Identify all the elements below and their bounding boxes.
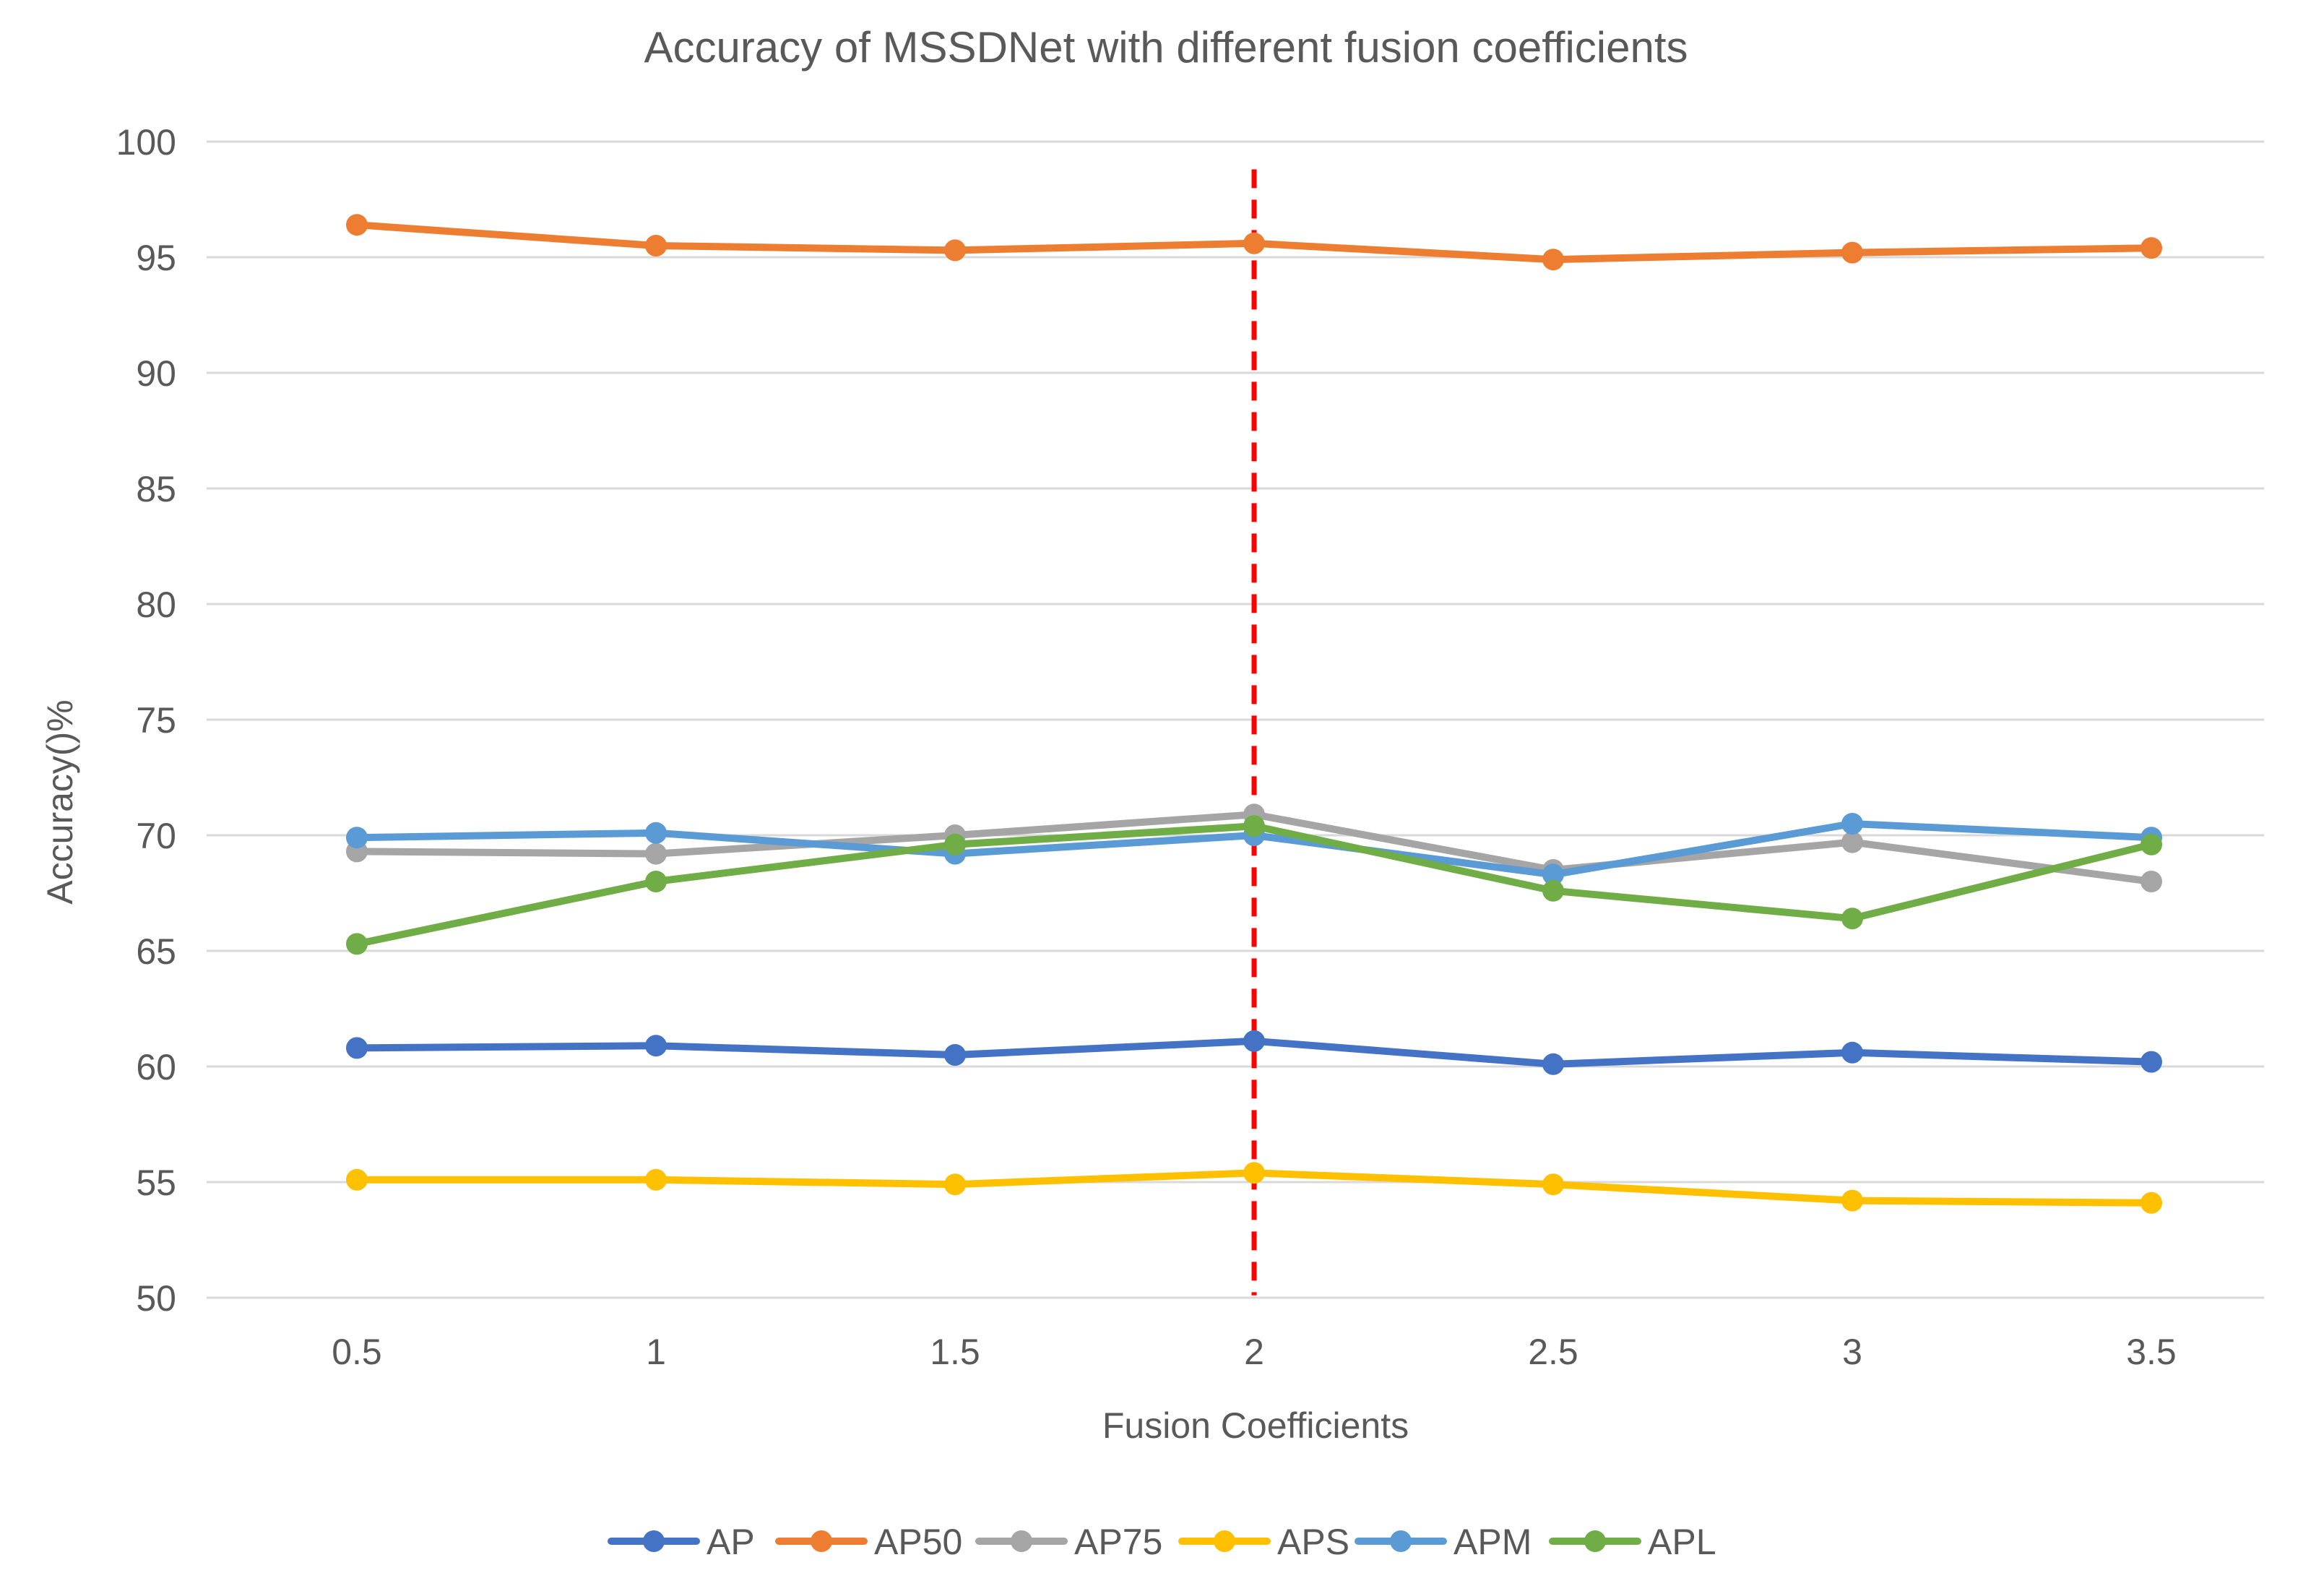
chart-title: Accuracy of MSSDNet with different fusio… — [644, 23, 1688, 72]
y-tick-label: 65 — [136, 931, 176, 972]
data-point-apl — [645, 871, 667, 892]
y-tick-label: 70 — [136, 816, 176, 856]
legend-item-aps[interactable]: APS — [1178, 1522, 1349, 1562]
legend-label-ap50: AP50 — [874, 1522, 962, 1562]
legend-item-ap75[interactable]: AP75 — [975, 1522, 1162, 1562]
legend-swatch-marker-aps — [1214, 1530, 1235, 1552]
legend-swatch-marker-apl — [1584, 1530, 1606, 1552]
data-point-ap — [2141, 1051, 2162, 1073]
y-tick-label: 55 — [136, 1163, 176, 1203]
x-tick-label: 2.5 — [1528, 1332, 1578, 1372]
data-point-ap75 — [645, 842, 667, 865]
series-aps — [346, 1162, 2162, 1214]
data-point-ap50 — [645, 235, 667, 257]
x-tick-label: 1.5 — [930, 1332, 980, 1372]
data-point-apm — [1542, 863, 1564, 886]
legend-swatch-marker-ap50 — [811, 1530, 832, 1552]
data-point-aps — [2141, 1191, 2162, 1214]
data-point-apl — [1841, 908, 1863, 930]
data-point-aps — [944, 1173, 966, 1196]
legend-item-ap[interactable]: AP — [608, 1522, 755, 1562]
data-point-aps — [1841, 1189, 1863, 1212]
y-tick-label: 90 — [136, 353, 176, 394]
legend-label-apm: APM — [1453, 1522, 1532, 1562]
x-axis-label: Fusion Coefficients — [1102, 1405, 1409, 1446]
series-lines — [346, 214, 2162, 1214]
legend-label-ap: AP — [707, 1522, 755, 1562]
data-point-ap50 — [1243, 232, 1265, 254]
data-point-ap — [1542, 1053, 1564, 1075]
data-point-apl — [1243, 815, 1265, 837]
data-point-ap50 — [944, 239, 966, 262]
legend[interactable]: AP AP50 AP75 APS APM APL — [608, 1522, 1716, 1562]
data-point-ap50 — [2141, 237, 2162, 259]
data-point-ap — [346, 1037, 368, 1059]
legend-label-aps: APS — [1277, 1522, 1349, 1562]
x-tick-label: 0.5 — [332, 1332, 382, 1372]
data-point-apm — [645, 822, 667, 844]
data-point-apm — [1841, 813, 1863, 835]
y-tick-label: 75 — [136, 700, 176, 741]
legend-swatch-marker-ap — [643, 1530, 665, 1552]
data-point-aps — [645, 1168, 667, 1191]
y-tick-label: 85 — [136, 469, 176, 509]
data-point-ap50 — [346, 214, 368, 236]
legend-swatch-marker-ap75 — [1011, 1530, 1032, 1552]
y-tick-label: 100 — [116, 122, 176, 163]
data-point-aps — [346, 1168, 368, 1191]
series-ap50 — [346, 214, 2162, 271]
x-tick-label: 3 — [1842, 1332, 1862, 1372]
legend-item-apm[interactable]: APM — [1355, 1522, 1532, 1562]
legend-item-apl[interactable]: APL — [1549, 1522, 1716, 1562]
gridlines — [207, 140, 2264, 1299]
x-tick-label: 2 — [1244, 1332, 1264, 1372]
series-apl — [346, 815, 2162, 955]
data-point-ap — [1243, 1030, 1265, 1052]
legend-label-apl: APL — [1648, 1522, 1716, 1562]
data-point-ap75 — [1841, 831, 1863, 853]
data-point-apl — [2141, 833, 2162, 856]
data-point-aps — [1243, 1162, 1265, 1184]
data-point-ap — [1841, 1041, 1863, 1064]
x-axis-ticks: 0.5 1 1.5 2 2.5 3 3.5 — [332, 1332, 2177, 1372]
data-point-ap50 — [1841, 241, 1863, 264]
legend-label-ap75: AP75 — [1074, 1522, 1162, 1562]
data-point-ap50 — [1542, 249, 1564, 271]
y-tick-label: 80 — [136, 585, 176, 625]
data-point-ap — [645, 1035, 667, 1057]
y-axis-label: Accuracy()% — [40, 699, 80, 904]
series-ap — [346, 1030, 2162, 1075]
data-point-apl — [944, 833, 966, 856]
x-tick-label: 1 — [646, 1332, 666, 1372]
y-tick-label: 95 — [136, 238, 176, 278]
legend-swatch-marker-apm — [1390, 1530, 1412, 1552]
x-tick-label: 3.5 — [2126, 1332, 2177, 1372]
data-point-ap75 — [2141, 871, 2162, 892]
data-point-aps — [1542, 1173, 1564, 1196]
legend-item-ap50[interactable]: AP50 — [775, 1522, 962, 1562]
data-point-apm — [346, 827, 368, 849]
y-tick-label: 60 — [136, 1047, 176, 1087]
data-point-apl — [346, 933, 368, 955]
data-point-ap — [944, 1044, 966, 1066]
data-point-apl — [1542, 879, 1564, 902]
y-axis-ticks: 50 55 60 65 70 75 80 85 90 95 100 — [116, 122, 176, 1319]
y-tick-label: 50 — [136, 1278, 176, 1319]
